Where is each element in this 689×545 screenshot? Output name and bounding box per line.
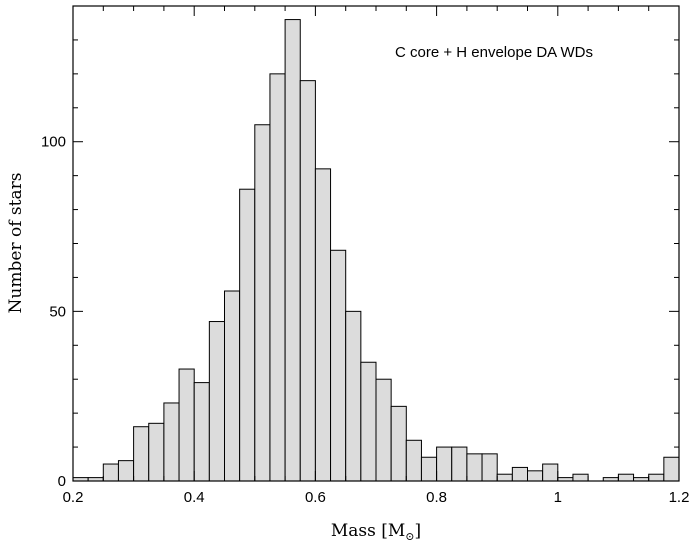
histogram-bar — [208, 321, 226, 482]
y-tick-label: 50 — [49, 303, 66, 320]
histogram-bar — [542, 463, 559, 482]
histogram-bar — [224, 290, 241, 482]
x-tick-label: 0.2 — [63, 489, 84, 506]
histogram-bar — [163, 402, 180, 482]
histogram-bar — [617, 473, 635, 482]
x-axis-label-close: ] — [415, 521, 422, 541]
histogram-bar — [663, 456, 680, 482]
histogram-bar — [345, 310, 362, 482]
histogram-bar — [330, 249, 347, 482]
x-tick-label: 1.2 — [669, 489, 689, 506]
histogram-bar — [436, 446, 453, 482]
histogram-bar — [178, 368, 195, 482]
chart-annotation: C core + H envelope DA WDs — [395, 44, 593, 61]
histogram-bar — [299, 80, 316, 482]
y-axis-label: Number of stars — [6, 173, 26, 314]
histogram-bar — [133, 426, 150, 482]
x-tick-label: 0.4 — [184, 489, 205, 506]
x-tick-label: 0.6 — [305, 489, 326, 506]
histogram-bar — [420, 456, 438, 482]
x-axis-label: Mass [M⊙] — [331, 521, 421, 543]
histogram-bar — [193, 382, 210, 482]
histogram-bar — [390, 405, 407, 482]
histogram-bar — [284, 19, 301, 482]
histogram-bar — [572, 473, 589, 482]
histogram-bar — [314, 168, 332, 482]
histogram-bar — [466, 453, 483, 482]
histogram-bar — [375, 378, 392, 482]
histogram-bar — [648, 473, 665, 482]
x-axis-label-subscript: ⊙ — [405, 530, 414, 543]
x-tick-label: 1 — [554, 489, 562, 506]
histogram-bar — [269, 73, 286, 482]
histogram-bar — [239, 188, 256, 482]
histogram-bar — [405, 439, 422, 482]
y-tick-label: 0 — [58, 473, 66, 490]
histogram-bar — [254, 124, 271, 482]
histogram-bar — [102, 463, 119, 482]
histogram-bar — [360, 361, 377, 482]
histogram-bar — [148, 422, 165, 482]
y-tick-label: 100 — [41, 134, 66, 151]
x-axis-label-main: Mass [M — [331, 521, 405, 541]
histogram-bar — [496, 473, 513, 482]
histogram-bar — [481, 453, 498, 482]
axis-ticks: 0.2 0.4 0.6 0.8 1 1.2 0 50 100 — [41, 5, 689, 506]
histogram-bar — [117, 460, 135, 482]
histogram-bar — [527, 470, 544, 482]
histogram-bar — [511, 466, 528, 482]
x-tick-label: 0.8 — [426, 489, 447, 506]
histogram-bar — [451, 446, 468, 482]
histogram-bars — [72, 19, 680, 482]
